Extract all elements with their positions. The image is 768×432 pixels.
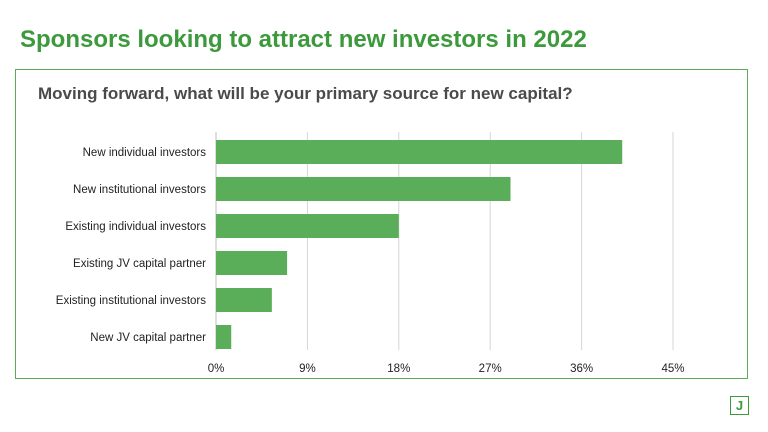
category-label: New individual investors	[83, 147, 207, 159]
chart-frame: Moving forward, what will be your primar…	[15, 69, 748, 379]
x-tick-label: 9%	[299, 363, 316, 375]
bar	[216, 140, 623, 164]
category-label: New JV capital partner	[90, 332, 206, 344]
bar	[216, 325, 232, 349]
category-label: New institutional investors	[73, 184, 206, 196]
brand-logo-letter: J	[735, 398, 744, 413]
chart-title: Moving forward, what will be your primar…	[38, 84, 573, 103]
x-tick-label: 36%	[570, 363, 593, 375]
x-tick-label: 45%	[661, 363, 684, 375]
x-tick-label: 18%	[387, 363, 410, 375]
category-label: Existing institutional investors	[56, 295, 206, 307]
page-title: Sponsors looking to attract new investor…	[20, 26, 587, 53]
x-tick-label: 0%	[208, 363, 225, 375]
bar-chart: New individual investors New institutiona…	[56, 132, 685, 375]
bar	[216, 177, 511, 201]
bar	[216, 251, 288, 275]
bar	[216, 288, 272, 312]
x-tick-label: 27%	[479, 363, 502, 375]
brand-logo: J	[730, 396, 749, 415]
category-label: Existing JV capital partner	[73, 258, 206, 270]
category-label: Existing individual investors	[65, 221, 206, 233]
bar	[216, 214, 399, 238]
